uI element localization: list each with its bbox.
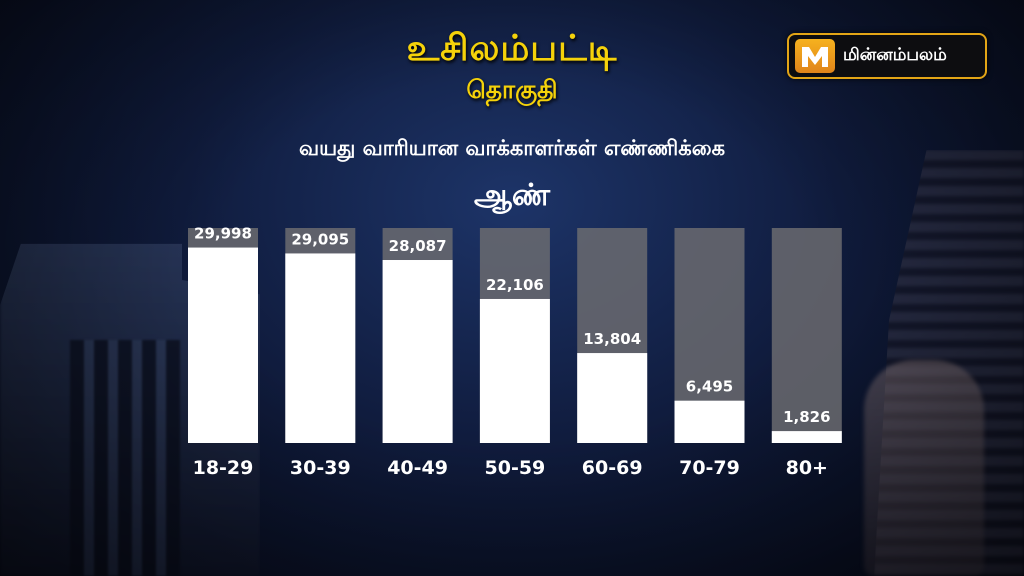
gender-label: ஆண் <box>473 178 551 213</box>
x-tick-label: 60-69 <box>582 457 643 479</box>
x-tick-label: 80+ <box>786 457 828 479</box>
page-subtitle: தொகுதி <box>466 75 558 104</box>
chart-caption: வயது வாரியான வாக்காளர்கள் எண்ணிக்கை <box>298 136 726 160</box>
bar <box>382 260 453 443</box>
bar <box>674 400 745 443</box>
page-title: உசிலம்பட்டி <box>406 28 618 69</box>
brand-name: மின்னம்பலம் <box>843 45 947 65</box>
bar <box>285 253 356 443</box>
data-label: 22,106 <box>486 276 544 294</box>
x-tick-label: 50-59 <box>485 457 546 479</box>
x-tick-label: 70-79 <box>679 457 740 479</box>
bar <box>479 298 550 443</box>
bar <box>771 431 842 443</box>
data-label: 28,087 <box>389 237 447 255</box>
data-label: 29,095 <box>291 230 349 248</box>
brand-logo: மின்னம்பலம் <box>787 33 987 79</box>
data-label: 29,998 <box>194 225 252 243</box>
bar <box>188 247 258 443</box>
bar <box>577 353 648 443</box>
data-label: 13,804 <box>583 330 641 348</box>
x-tick-label: 18-29 <box>193 457 254 479</box>
x-tick-label: 40-49 <box>387 457 448 479</box>
data-label: 6,495 <box>686 378 733 396</box>
bar-track <box>771 228 842 443</box>
x-tick-label: 30-39 <box>290 457 351 479</box>
m-logo-icon <box>795 39 835 73</box>
data-label: 1,826 <box>783 408 830 426</box>
